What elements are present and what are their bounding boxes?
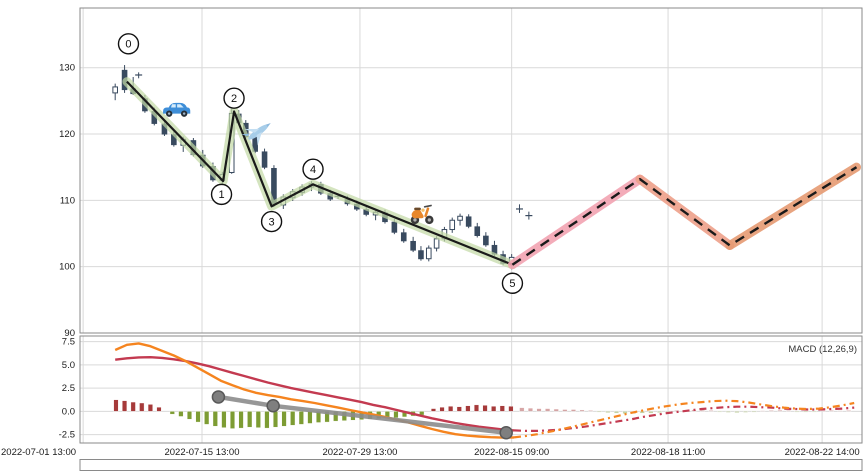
macd-indicator-label: MACD (12,26,9) bbox=[788, 344, 857, 355]
signal-line bbox=[115, 356, 515, 432]
macd-histogram bbox=[113, 399, 852, 429]
x-tick: 2022-07-15 13:00 bbox=[164, 447, 239, 458]
pivot-circle-1: 1 bbox=[210, 183, 233, 206]
pivot-circle-4: 4 bbox=[302, 158, 324, 180]
svg-text:5: 5 bbox=[509, 278, 515, 290]
pivot-circle-0: 0 bbox=[117, 33, 140, 55]
x-tick: 2022-07-01 13:00 bbox=[1, 447, 76, 458]
macd-ytick: 2.5 bbox=[62, 383, 75, 394]
price-ytick: 90 bbox=[64, 328, 75, 339]
axis-labels: 130 120 110 100 907.5 5.0 2.5 0.0 -2.5 2022-07-01… bbox=[1, 63, 860, 458]
trendline-dot bbox=[211, 390, 226, 404]
pivot-circle-2: 2 bbox=[223, 87, 245, 109]
price-ytick: 100 bbox=[59, 262, 75, 273]
svg-text:1: 1 bbox=[218, 189, 224, 201]
macd-ytick: -2.5 bbox=[59, 430, 75, 441]
car-icon bbox=[163, 102, 191, 117]
price-ytick: 130 bbox=[59, 63, 75, 74]
macd-line-forecast bbox=[513, 399, 855, 439]
zigzag-line bbox=[126, 80, 513, 266]
scooter-icon bbox=[409, 204, 435, 225]
macd-ytick: 5.0 bbox=[62, 360, 75, 371]
trendline-dot bbox=[266, 399, 280, 413]
macd-line bbox=[114, 342, 515, 439]
price-ytick: 120 bbox=[59, 129, 75, 140]
svg-text:4: 4 bbox=[310, 164, 316, 176]
x-tick: 2022-08-22 14:00 bbox=[785, 447, 860, 458]
svg-text:3: 3 bbox=[269, 216, 275, 228]
price-ytick: 110 bbox=[60, 195, 75, 206]
svg-text:0: 0 bbox=[125, 39, 131, 51]
signal-line-forecast bbox=[513, 405, 855, 432]
bottom-panel-strip bbox=[79, 459, 863, 471]
x-tick: 2022-07-29 13:00 bbox=[322, 447, 397, 458]
trendline-dot bbox=[499, 426, 513, 440]
forecast-dashed-line bbox=[511, 166, 858, 266]
x-tick: 2022-08-18 11:00 bbox=[631, 447, 705, 458]
macd-ytick: 7.5 bbox=[62, 337, 75, 348]
svg-text:2: 2 bbox=[231, 93, 237, 105]
pivot-circle-3: 3 bbox=[260, 210, 283, 233]
macd-ytick: 0.0 bbox=[62, 406, 75, 417]
x-tick: 2022-08-15 09:00 bbox=[474, 447, 549, 458]
pivot-circle-5: 5 bbox=[501, 272, 524, 294]
